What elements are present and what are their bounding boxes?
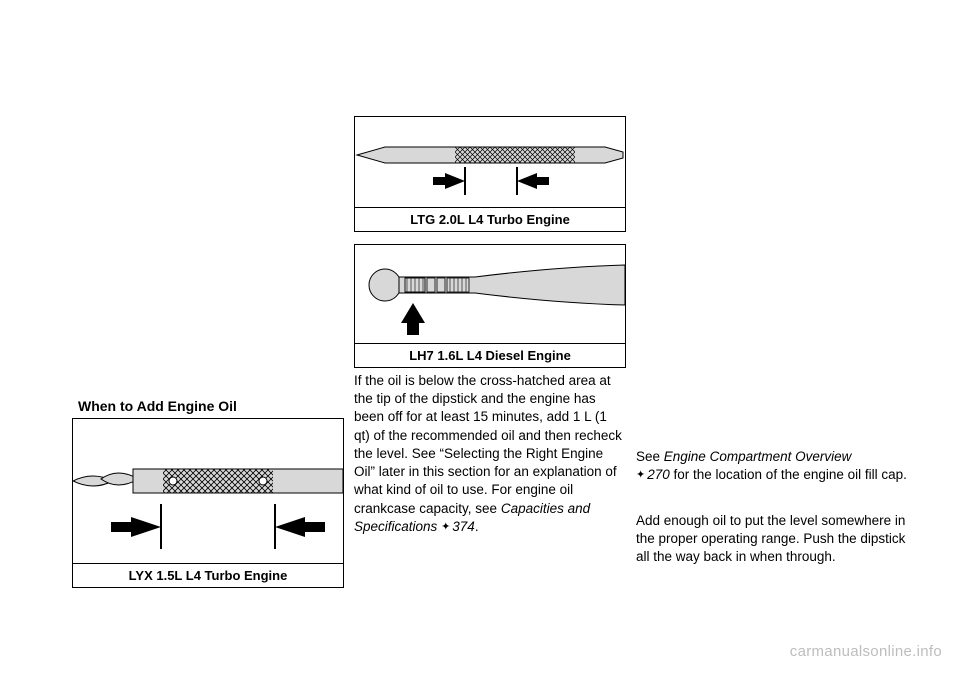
p1-b: for the location of the engine oil fill …	[670, 467, 907, 482]
diamond-icon: ✦	[636, 468, 645, 483]
p1-a: See	[636, 449, 664, 464]
figure-lyx-dipstick	[72, 418, 344, 564]
caption-lh7: LH7 1.6L L4 Diesel Engine	[354, 343, 626, 368]
ref-engine-compartment: Engine Compartment Overview	[664, 449, 852, 464]
body-text-1: If the oil is below the cross-hatched ar…	[354, 373, 622, 516]
caption-ltg: LTG 2.0L L4 Turbo Engine	[354, 207, 626, 232]
watermark: carmanualsonline.info	[790, 643, 942, 660]
body-text-add-enough: Add enough oil to put the level somewher…	[636, 512, 908, 567]
caption-lyx: LYX 1.5L L4 Turbo Engine	[72, 563, 344, 588]
body-text-see-overview: See Engine Compartment Overview ✦270 for…	[636, 448, 908, 484]
figure-lh7-dipstick	[354, 244, 626, 344]
heading-when-to-add: When to Add Engine Oil	[78, 398, 237, 414]
diamond-icon: ✦	[441, 520, 450, 535]
ref-engine-compartment-page: 270	[647, 467, 670, 482]
body-text-add-oil: If the oil is below the cross-hatched ar…	[354, 372, 626, 536]
ref-capacities-page: 374	[452, 519, 475, 534]
figure-ltg-dipstick	[354, 116, 626, 208]
